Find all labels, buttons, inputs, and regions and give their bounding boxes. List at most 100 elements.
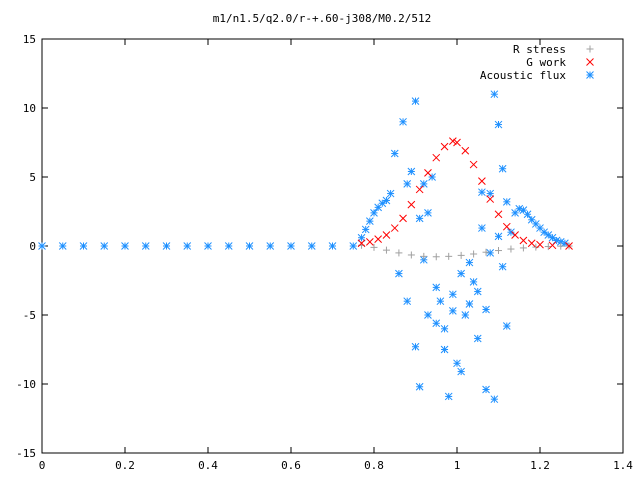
acoustic-flux-point <box>494 232 503 241</box>
acoustic-flux-point <box>432 319 441 328</box>
g-work-point <box>399 214 407 223</box>
acoustic-flux-point <box>465 300 474 308</box>
y-tick-label: -15 <box>16 447 36 460</box>
acoustic-flux-point <box>382 196 391 205</box>
acoustic-flux-point <box>440 345 449 354</box>
acoustic-flux-point <box>523 210 532 219</box>
g-work-point <box>527 239 536 248</box>
r-stress-point <box>519 244 527 252</box>
acoustic-flux-point <box>448 307 457 315</box>
g-work-point <box>461 146 470 155</box>
g-work-point <box>407 200 416 209</box>
y-tick-label: 5 <box>29 171 36 184</box>
x-tick-label: 0.6 <box>281 459 301 472</box>
acoustic-flux-point <box>395 269 403 278</box>
g-work-point <box>565 242 573 250</box>
legend-marker <box>586 45 594 53</box>
axis-ticks: 0 0.2 0.4 0.6 0.8 1 1.2 1.4 -15 -10 -5 0 5 10 15 <box>16 33 633 472</box>
acoustic-flux-point <box>478 224 486 232</box>
acoustic-flux-point <box>399 117 407 126</box>
g-work-point <box>432 153 441 162</box>
r-stress-point <box>370 243 378 251</box>
acoustic-flux-point <box>490 90 499 99</box>
acoustic-flux-point <box>403 297 412 306</box>
y-tick-label: -10 <box>16 378 36 391</box>
g-work-point <box>374 235 383 243</box>
acoustic-flux-point <box>224 242 233 250</box>
acoustic-flux-point <box>266 242 275 250</box>
y-tick-label: 15 <box>23 33 36 46</box>
acoustic-flux-point <box>507 228 515 237</box>
y-tick-label: 0 <box>29 240 36 253</box>
acoustic-flux-point <box>411 342 420 351</box>
legend-marker <box>586 58 594 66</box>
g-work-point <box>365 238 374 246</box>
acoustic-flux-point <box>502 197 511 206</box>
r-stress-point <box>507 245 515 253</box>
acoustic-flux-point <box>486 249 495 257</box>
acoustic-flux-point <box>444 392 453 401</box>
g-work-point <box>494 210 503 219</box>
acoustic-flux-point <box>183 242 192 250</box>
g-work-point <box>478 177 486 185</box>
acoustic-flux-point <box>490 395 499 404</box>
acoustic-flux-point <box>307 242 316 250</box>
g-work-point <box>440 142 449 151</box>
legend-label: Acoustic flux <box>480 69 566 82</box>
legend-label: R stress <box>513 43 566 56</box>
g-work-point <box>519 236 528 245</box>
acoustic-flux-point <box>561 239 569 248</box>
y-tick-label: -5 <box>23 309 36 322</box>
g-work-point <box>382 231 391 239</box>
x-tick-label: 0 <box>39 459 46 472</box>
acoustic-flux-point <box>141 242 150 250</box>
r-stress-point <box>407 251 415 259</box>
r-stress-point <box>420 252 428 260</box>
r-stress-point <box>482 248 490 256</box>
acoustic-flux-point <box>328 242 337 250</box>
acoustic-flux-point <box>498 262 507 271</box>
x-tick-label: 1 <box>454 459 461 472</box>
acoustic-flux-point <box>287 242 295 250</box>
acoustic-flux-point <box>469 278 478 286</box>
acoustic-flux-point <box>390 149 399 158</box>
x-tick-label: 0.4 <box>198 459 218 472</box>
acoustic-flux-point <box>415 382 424 391</box>
r-stress-point <box>432 253 440 261</box>
r-stress-point <box>395 249 403 257</box>
acoustic-flux-point <box>38 242 46 250</box>
acoustic-flux-point <box>482 385 490 394</box>
acoustic-flux-point <box>482 305 490 314</box>
x-tick-label: 0.2 <box>115 459 135 472</box>
g-work-point <box>390 224 399 232</box>
chart-title: m1/n1.5/q2.0/r-+.60-j308/M0.2/512 <box>213 12 432 25</box>
acoustic-flux-point <box>357 233 366 242</box>
acoustic-flux-point <box>415 214 424 223</box>
g-work-point <box>424 169 432 177</box>
acoustic-flux-point <box>515 204 524 213</box>
acoustic-flux-point <box>411 97 420 105</box>
g-work-point <box>486 195 495 203</box>
acoustic-flux-point <box>519 206 528 214</box>
acoustic-flux-point <box>121 242 129 250</box>
acoustic-flux-point <box>457 367 466 376</box>
acoustic-flux-point <box>204 242 212 250</box>
r-stress-point <box>557 242 565 250</box>
legend-marker <box>586 71 594 79</box>
acoustic-flux-point <box>424 209 432 217</box>
acoustic-flux-point <box>478 188 486 197</box>
acoustic-flux-point <box>448 290 457 299</box>
acoustic-flux-point <box>498 164 507 173</box>
acoustic-flux-point <box>453 359 461 368</box>
g-work-point <box>502 222 511 231</box>
acoustic-flux-point <box>365 217 374 226</box>
acoustic-flux-point <box>245 242 254 250</box>
acoustic-flux-point <box>349 242 358 250</box>
g-work-point <box>469 160 478 169</box>
acoustic-flux-point <box>361 225 370 234</box>
r-stress-point <box>445 252 453 260</box>
x-tick-label: 1.4 <box>613 459 633 472</box>
acoustic-flux-point <box>162 242 171 250</box>
